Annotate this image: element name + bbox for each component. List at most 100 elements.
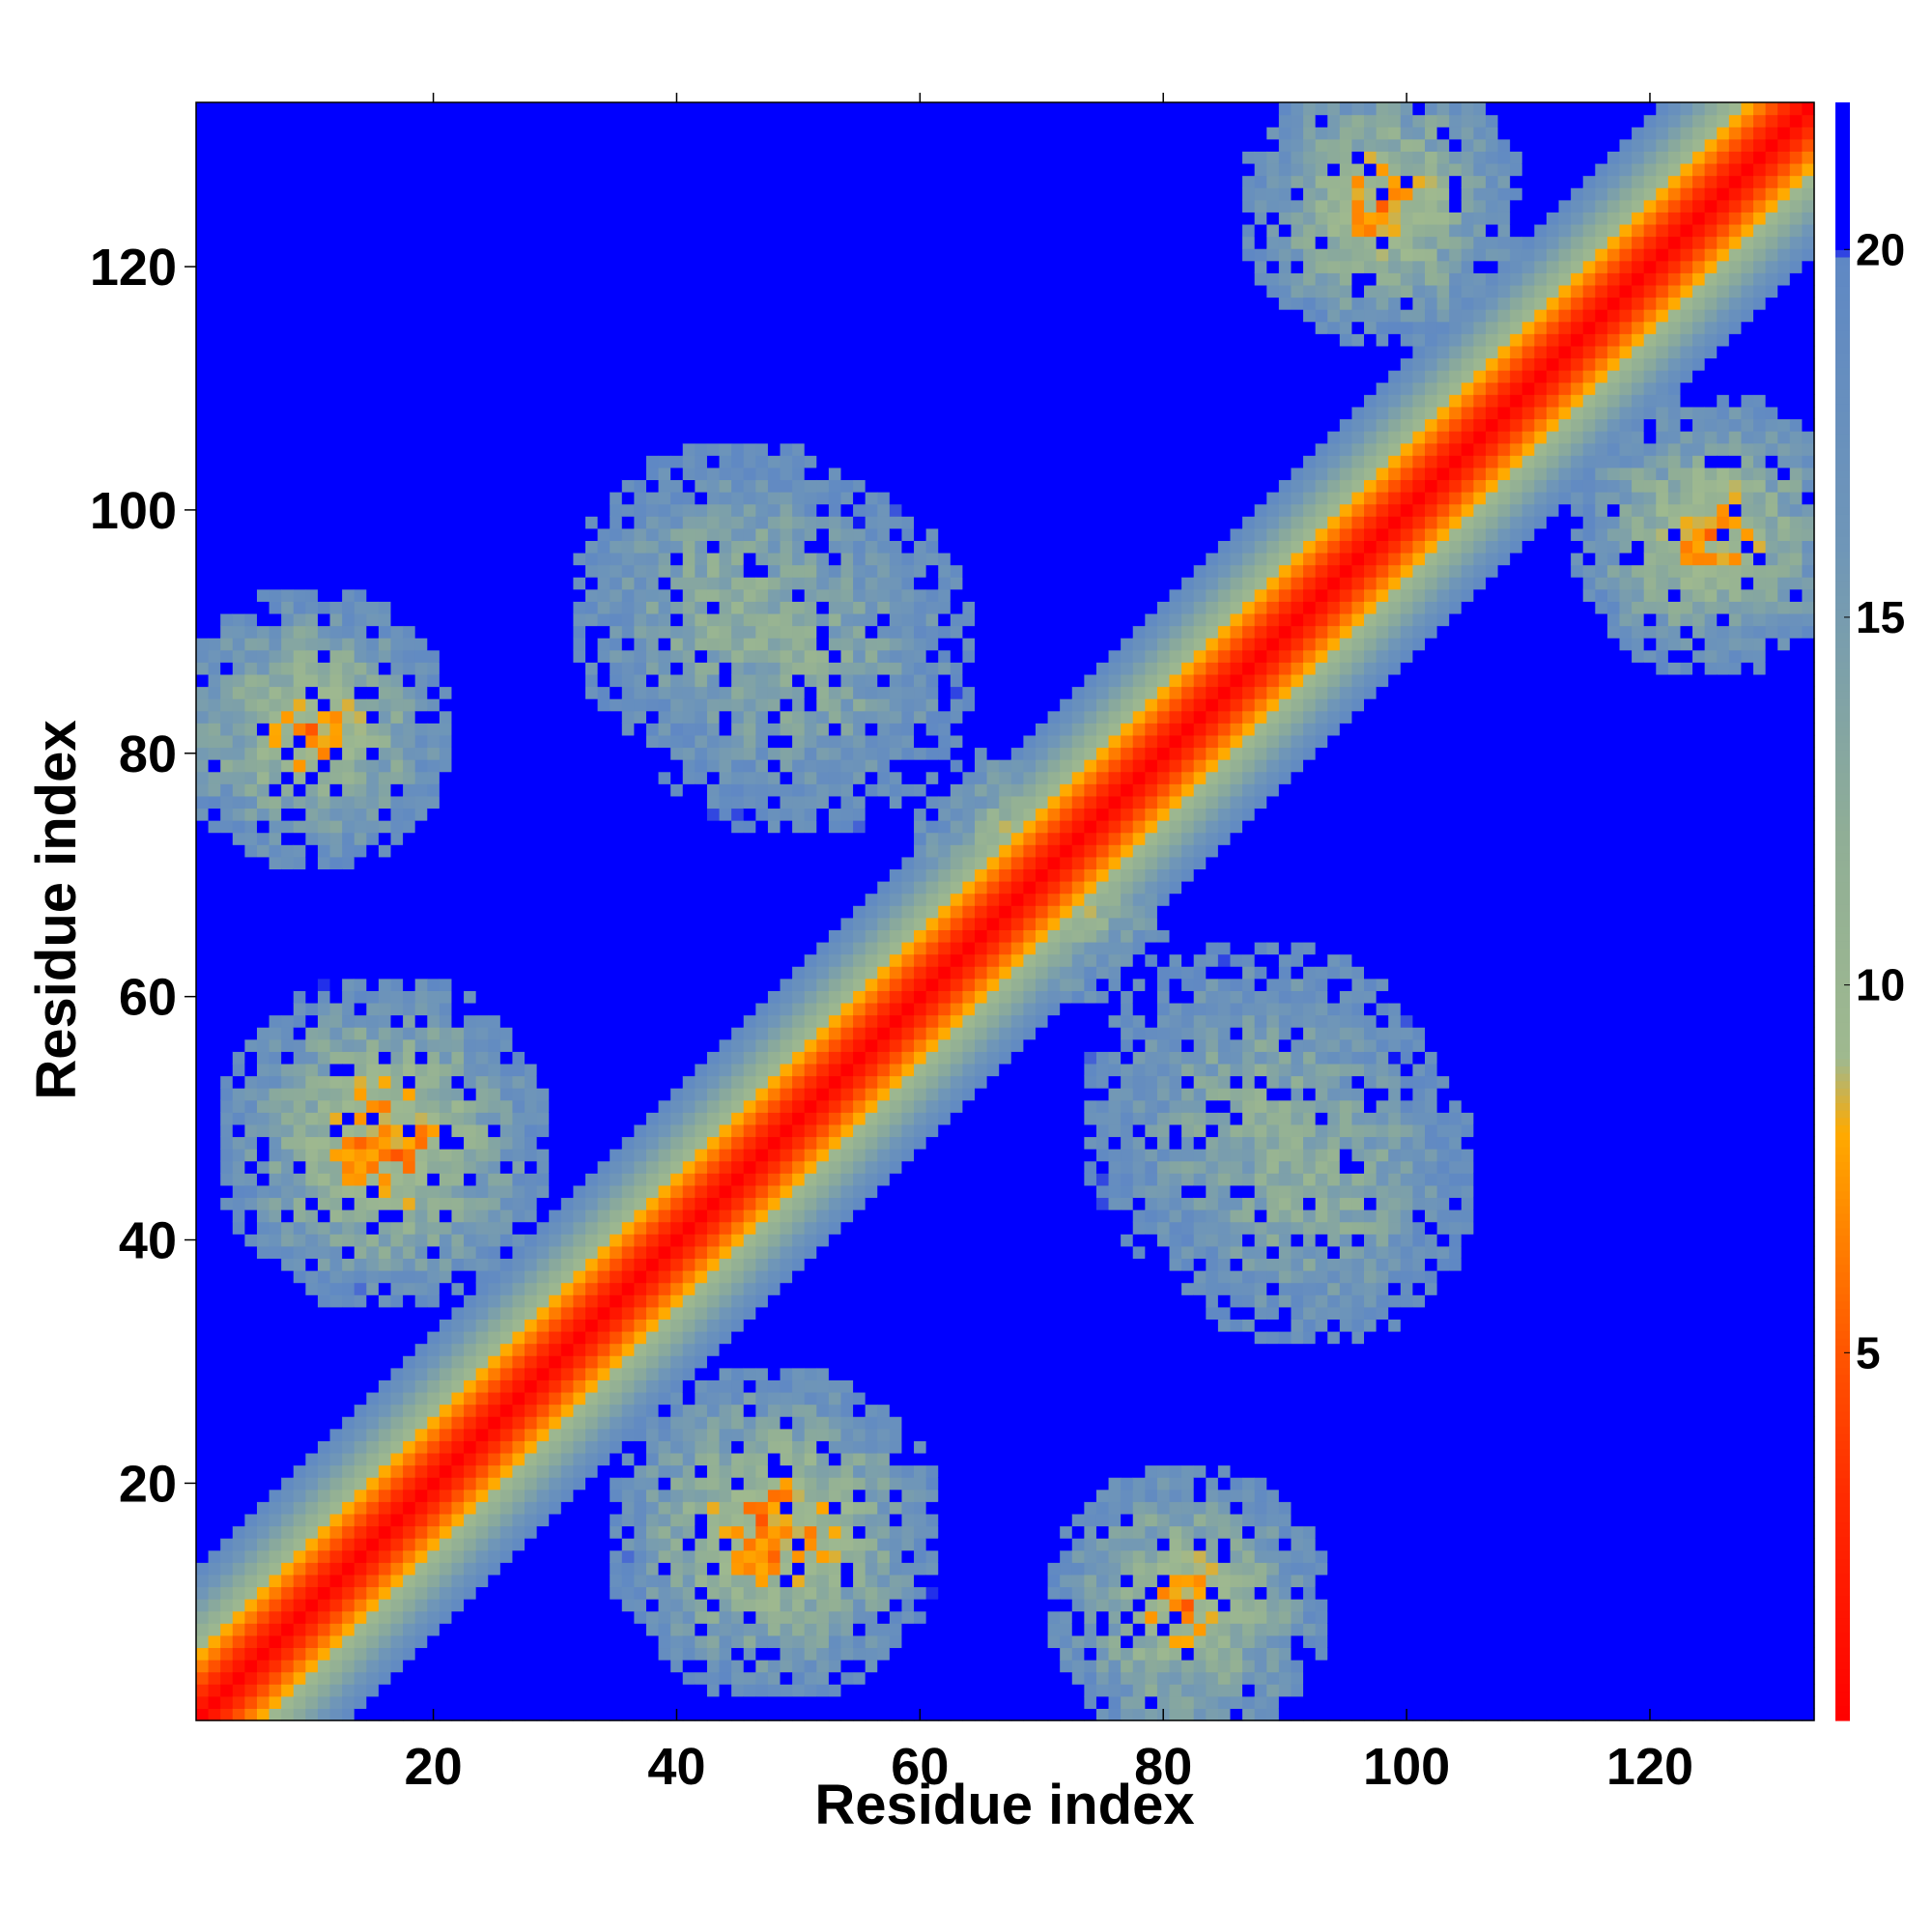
- heatmap-cell: [256, 1416, 270, 1430]
- heatmap-cell: [269, 856, 282, 870]
- heatmap-cell: [451, 1197, 465, 1210]
- heatmap-cell: [414, 394, 428, 408]
- heatmap-cell: [390, 1221, 404, 1235]
- heatmap-cell: [305, 953, 319, 967]
- heatmap-cell: [196, 260, 210, 273]
- heatmap-cell: [256, 1319, 270, 1332]
- heatmap-cell: [475, 199, 489, 213]
- heatmap-cell: [342, 1234, 355, 1247]
- heatmap-cell: [390, 929, 404, 943]
- heatmap-cell: [560, 625, 575, 639]
- heatmap-cell: [560, 406, 575, 420]
- heatmap-cell: [573, 1464, 586, 1478]
- heatmap-cell: [597, 1173, 611, 1186]
- heatmap-cell: [597, 1599, 611, 1612]
- heatmap-cell: [208, 345, 221, 359]
- heatmap-cell: [317, 503, 331, 517]
- heatmap-cell: [585, 1173, 599, 1186]
- heatmap-cell: [220, 1258, 234, 1271]
- heatmap-cell: [451, 795, 465, 810]
- heatmap-cell: [293, 1294, 306, 1308]
- heatmap-cell: [403, 820, 416, 834]
- heatmap-cell: [439, 1282, 453, 1295]
- heatmap-cell: [293, 1574, 306, 1588]
- heatmap-cell: [244, 698, 258, 712]
- heatmap-cell: [560, 284, 575, 298]
- heatmap-cell: [464, 1112, 477, 1125]
- heatmap-cell: [610, 1477, 623, 1491]
- heatmap-cell: [549, 1367, 562, 1380]
- heatmap-cell: [536, 151, 550, 164]
- heatmap-cell: [366, 917, 380, 930]
- heatmap-cell: [342, 1270, 355, 1284]
- heatmap-cell: [610, 1112, 623, 1125]
- heatmap-cell: [196, 612, 210, 627]
- heatmap-cell: [269, 662, 282, 675]
- heatmap-cell: [208, 248, 221, 262]
- heatmap-cell: [208, 138, 221, 152]
- heatmap-cell: [378, 1610, 392, 1624]
- heatmap-cell: [244, 321, 258, 334]
- heatmap-cell: [256, 516, 270, 529]
- heatmap-cell: [549, 1549, 562, 1563]
- heatmap-cell: [329, 1112, 343, 1125]
- heatmap-cell: [208, 1695, 221, 1709]
- heatmap-cell: [499, 662, 514, 675]
- heatmap-cell: [354, 1343, 367, 1356]
- heatmap-cell: [366, 309, 380, 323]
- heatmap-cell: [585, 455, 599, 469]
- heatmap-cell: [232, 1708, 245, 1721]
- heatmap-cell: [342, 467, 355, 481]
- heatmap-cell: [378, 503, 392, 517]
- heatmap-cell: [427, 844, 440, 858]
- heatmap-cell: [597, 1051, 611, 1065]
- heatmap-cell: [256, 492, 270, 505]
- heatmap-cell: [305, 516, 319, 529]
- heatmap-cell: [390, 917, 404, 930]
- heatmap-cell: [196, 686, 210, 699]
- heatmap-cell: [354, 492, 367, 505]
- heatmap-cell: [354, 1634, 367, 1649]
- heatmap-cell: [488, 321, 501, 334]
- heatmap-cell: [597, 905, 611, 919]
- heatmap-cell: [403, 1501, 416, 1515]
- heatmap-cell: [610, 783, 623, 797]
- heatmap-cell: [220, 649, 234, 663]
- heatmap-cell: [621, 138, 635, 152]
- heatmap-cell: [366, 1538, 380, 1551]
- heatmap-cell: [305, 1464, 319, 1478]
- heatmap-cell: [293, 1343, 306, 1356]
- heatmap-cell: [281, 1234, 295, 1247]
- heatmap-cell: [329, 418, 343, 432]
- heatmap-cell: [244, 662, 258, 675]
- heatmap-cell: [621, 1123, 635, 1138]
- heatmap-cell: [354, 1610, 367, 1624]
- heatmap-cell: [536, 162, 550, 177]
- heatmap-cell: [610, 990, 623, 1004]
- heatmap-cell: [414, 905, 428, 919]
- heatmap-cell: [610, 1549, 623, 1563]
- heatmap-cell: [305, 467, 319, 481]
- heatmap-cell: [597, 953, 611, 967]
- heatmap-cell: [439, 759, 453, 773]
- heatmap-cell: [342, 236, 355, 249]
- heatmap-cell: [378, 868, 392, 882]
- heatmap-cell: [403, 771, 416, 784]
- heatmap-cell: [414, 1136, 428, 1150]
- heatmap-cell: [414, 893, 428, 906]
- heatmap-cell: [512, 1660, 526, 1673]
- heatmap-cell: [354, 272, 367, 286]
- heatmap-cell: [549, 357, 562, 371]
- heatmap-cell: [621, 1038, 635, 1052]
- heatmap-cell: [560, 1343, 575, 1356]
- heatmap-cell: [585, 1647, 599, 1661]
- heatmap-cell: [414, 442, 428, 456]
- heatmap-cell: [512, 783, 526, 797]
- heatmap-cell: [464, 345, 477, 359]
- heatmap-cell: [232, 856, 245, 870]
- heatmap-cell: [293, 540, 306, 554]
- heatmap-cell: [560, 1306, 575, 1320]
- heatmap-cell: [342, 905, 355, 919]
- heatmap-cell: [342, 564, 355, 578]
- heatmap-cell: [560, 1294, 575, 1308]
